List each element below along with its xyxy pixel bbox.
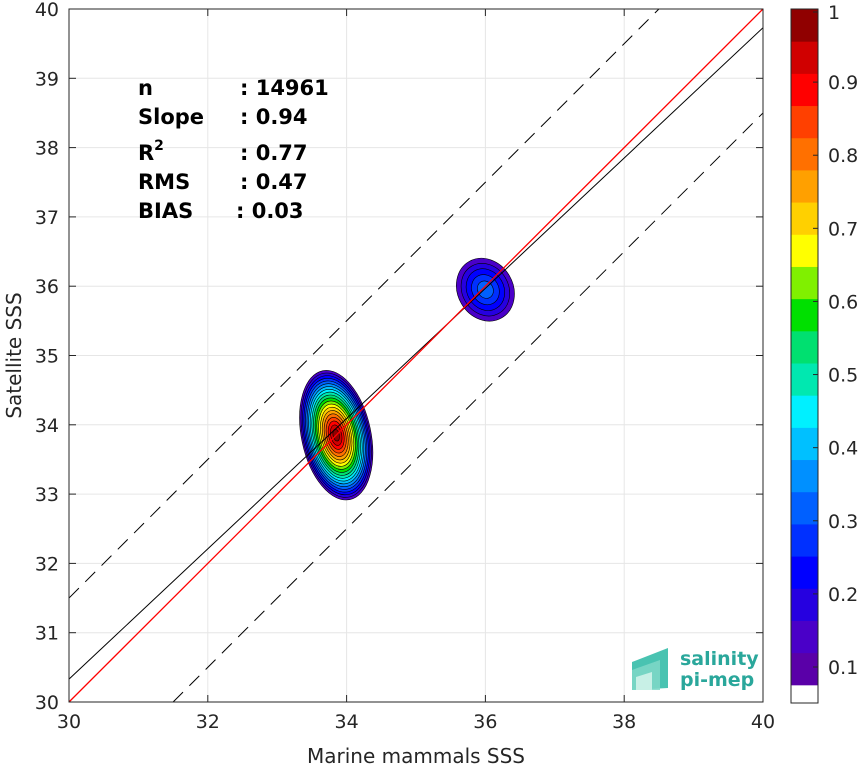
colorbar-swatch [791,395,818,428]
colorbar-tick-label: 0.8 [828,145,858,167]
stat-label: R2 [138,138,164,165]
colorbar-swatch [791,234,818,267]
logo-line-2: pi-mep [680,669,754,691]
stat-label: Slope [138,105,204,129]
x-axis-label: Marine mammals SSS [307,744,525,764]
x-tick-label: 36 [473,711,497,733]
y-tick-label: 40 [35,0,59,21]
y-tick-label: 37 [35,207,59,229]
y-tick-label: 31 [35,623,59,645]
fit-line [68,27,764,680]
colorbar-swatch [791,202,818,235]
stat-value: : 0.94 [240,105,308,129]
colorbar-swatch [791,105,818,139]
statistics-box: n : 14961 Slope : 0.94 R2 : 0.77 RMS : 0.47 BIAS… [138,76,329,223]
stat-value: : 0.47 [240,170,308,194]
y-tick-label: 30 [35,692,59,714]
y-tick-label: 39 [35,68,59,90]
colorbar-tick-label: 0.4 [828,438,858,460]
y-tick-label: 36 [35,276,59,298]
colorbar-swatch [791,73,818,107]
colorbar-swatch [791,427,818,461]
colorbar-swatch [791,523,818,557]
salinity-pimep-logo: salinity pi-mep [632,648,759,691]
colorbar-swatch [791,298,818,332]
y-axis-label: Satellite SSS [2,292,26,418]
y-tick-label: 32 [35,553,59,575]
y-axis-ticks: 30 31 32 33 34 35 36 37 38 39 40 [35,0,763,714]
x-tick-label: 38 [612,711,636,733]
x-tick-label: 30 [57,711,81,733]
colorbar-frame [790,8,819,704]
colorbar-swatch [791,363,818,396]
colorbar-tick-label: 0.1 [828,657,858,679]
stat-value: : 14961 [240,76,329,100]
stat-label: n [138,76,153,100]
colorbar-tick-label: 0.3 [828,511,858,533]
y-tick-label: 33 [35,484,59,506]
colorbar-tick-label: 0.9 [828,72,858,94]
colorbar-swatch [791,266,818,300]
colorbar-tick-label: 0.2 [828,584,858,606]
colorbar-swatch [791,556,818,589]
colorbar: 0.1 0.2 0.3 0.4 0.5 0.6 0.7 0.8 0.9 1 [790,2,858,704]
lower-envelope-line [172,112,764,703]
colorbar-swatch [791,491,818,525]
colorbar-tick-label: 0.7 [828,218,858,240]
y-tick-label: 38 [35,138,59,160]
identity-line [68,8,764,703]
colorbar-tick-label: 1 [828,2,840,24]
regression-lines [68,8,764,703]
colorbar-swatch [791,9,818,42]
stat-value: : 0.03 [236,199,304,223]
colorbar-tick-label: 0.5 [828,365,858,387]
colorbar-swatch-white [791,684,818,703]
colorbar-swatch [791,620,818,654]
colorbar-swatch [791,459,818,493]
x-tick-label: 34 [335,711,359,733]
colorbar-swatch [791,588,818,621]
upper-envelope-line [68,8,660,599]
x-tick-label: 40 [751,711,775,733]
logo-mark-icon [632,648,668,690]
y-tick-label: 35 [35,346,59,368]
colorbar-swatch [791,137,818,171]
colorbar-swatch [791,41,818,74]
x-tick-label: 32 [196,711,220,733]
stat-label: RMS [138,170,190,194]
colorbar-swatch [791,330,818,364]
stat-label-sup: 2 [154,138,164,154]
y-tick-label: 34 [35,415,59,437]
colorbar-tick-label: 0.6 [828,291,858,313]
colorbar-swatch [791,169,818,203]
stat-label: BIAS [138,199,193,223]
stat-value: : 0.77 [240,141,308,165]
x-axis-ticks: 30 32 34 36 38 40 [57,9,775,733]
colorbar-swatch [791,652,818,686]
logo-line-1: salinity [680,648,759,670]
